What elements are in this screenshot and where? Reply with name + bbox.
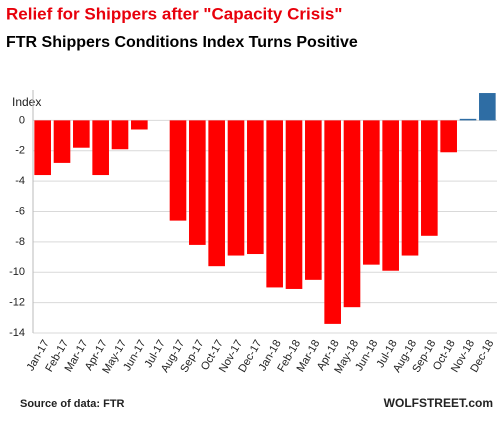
chart-title: Relief for Shippers after "Capacity Cris… <box>6 4 342 23</box>
bar <box>440 120 457 153</box>
bar <box>92 120 109 176</box>
bar <box>111 120 129 150</box>
y-axis-label: Index <box>12 95 41 109</box>
bar <box>53 120 71 163</box>
source: Source of data: FTR <box>20 398 125 410</box>
bar <box>189 120 206 245</box>
bar <box>285 120 303 289</box>
bar <box>227 120 245 256</box>
y-tick-label: -14 <box>9 327 25 339</box>
bar <box>401 120 419 256</box>
y-tick-label: 0 <box>19 114 25 126</box>
y-tick-label: -12 <box>9 297 25 309</box>
bar <box>169 120 187 221</box>
bar <box>266 120 283 288</box>
bar <box>73 120 90 148</box>
bar <box>324 120 341 324</box>
bar <box>382 120 399 271</box>
bar <box>459 118 477 121</box>
bar <box>363 120 380 265</box>
bar <box>131 120 148 130</box>
y-tick-label: -8 <box>15 236 25 248</box>
y-tick-label: -10 <box>9 266 25 278</box>
bar <box>247 120 264 255</box>
bar <box>208 120 225 267</box>
watermark: WOLFSTREET.com <box>384 396 493 410</box>
y-tick-label: -2 <box>15 145 25 157</box>
bar <box>34 120 51 176</box>
bar <box>343 120 361 308</box>
y-tick-label: -6 <box>15 205 25 217</box>
bar <box>305 120 322 280</box>
bar <box>421 120 438 236</box>
chart-subtitle: FTR Shippers Conditions Index Turns Posi… <box>6 34 358 51</box>
bar <box>479 93 496 121</box>
y-tick-label: -4 <box>15 175 25 187</box>
